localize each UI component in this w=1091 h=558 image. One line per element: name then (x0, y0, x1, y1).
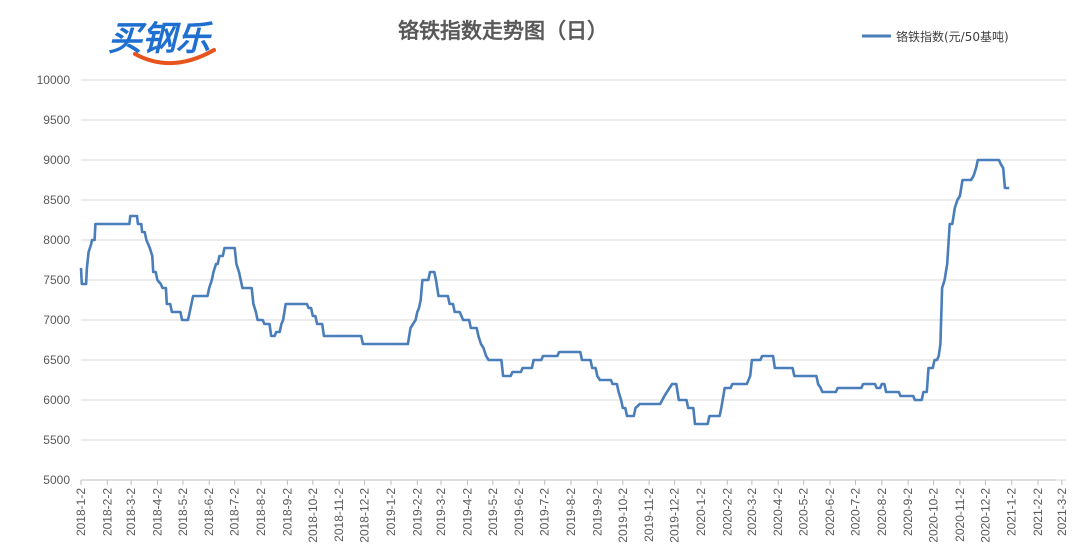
x-tick-label: 2019-4-2 (460, 488, 474, 536)
x-tick-label: 2019-10-2 (616, 488, 630, 543)
x-tick-label: 2020-3-2 (745, 488, 759, 536)
x-axis-ticks: 2018-1-2 2018-2-2 2018-3-2 2018-4-2 2018-5-2… (74, 480, 1069, 543)
y-tick-label: 9500 (43, 113, 70, 127)
x-tick-label: 2018-7-2 (228, 488, 242, 536)
y-tick-label: 8000 (43, 233, 70, 247)
y-tick-label: 8500 (43, 193, 70, 207)
x-tick-label: 2018-2-2 (100, 488, 114, 536)
x-tick-label: 2019-2-2 (410, 488, 424, 536)
x-tick-label: 2019-5-2 (486, 488, 500, 536)
x-tick-label: 2020-2-2 (720, 488, 734, 536)
x-tick-label: 2020-11-2 (953, 488, 967, 542)
x-tick-label: 2019-7-2 (538, 488, 552, 536)
chart-title: 铬铁指数走势图（日） (398, 19, 608, 43)
x-tick-label: 2018-10-2 (306, 488, 320, 543)
x-tick-label: 2019-11-2 (642, 488, 656, 542)
y-tick-label: 5000 (43, 473, 70, 487)
x-tick-label: 2018-6-2 (202, 488, 216, 536)
series-layer (79, 158, 1010, 426)
y-tick-label: 6000 (43, 393, 70, 407)
x-tick-label: 2018-9-2 (280, 488, 294, 536)
x-tick-label: 2018-3-2 (124, 488, 138, 536)
x-tick-label: 2019-1-2 (384, 488, 398, 536)
x-tick-label: 2020-8-2 (875, 488, 889, 536)
x-tick-label: 2019-6-2 (512, 488, 526, 536)
x-tick-label: 2020-5-2 (797, 488, 811, 536)
y-tick-label: 7000 (43, 313, 70, 327)
y-tick-label: 10000 (37, 73, 71, 87)
series-line (79, 158, 1010, 426)
y-tick-label: 7500 (43, 273, 70, 287)
logo-text: 买钢乐 (108, 19, 213, 59)
x-tick-label: 2018-5-2 (176, 488, 190, 536)
x-tick-label: 2020-1-2 (694, 488, 708, 536)
x-tick-label: 2018-4-2 (150, 488, 164, 536)
logo-swoosh (133, 48, 216, 65)
x-tick-label: 2020-9-2 (901, 488, 915, 536)
legend: 铬铁指数(元/50基吨) (862, 29, 1009, 44)
y-tick-label: 6500 (43, 353, 70, 367)
legend-label: 铬铁指数(元/50基吨) (896, 29, 1009, 44)
x-tick-label: 2019-9-2 (590, 488, 604, 536)
x-tick-label: 2018-1-2 (74, 488, 88, 536)
logo: 买钢乐 (108, 19, 216, 65)
x-tick-label: 2019-12-2 (668, 488, 682, 543)
x-tick-label: 2021-2-2 (1031, 488, 1045, 536)
x-tick-label: 2021-1-2 (1005, 488, 1019, 536)
x-tick-label: 2019-3-2 (434, 488, 448, 536)
y-axis-ticks: 5000 5500 6000 6500 7000 7500 8000 8500 9000 9500… (37, 73, 71, 487)
x-tick-label: 2020-12-2 (978, 488, 992, 543)
y-tick-label: 5500 (43, 433, 70, 447)
x-tick-label: 2019-8-2 (564, 488, 578, 536)
x-tick-label: 2018-12-2 (358, 488, 372, 543)
x-tick-label: 2018-11-2 (332, 488, 346, 542)
x-tick-label: 2021-3-2 (1055, 488, 1069, 536)
y-tick-label: 9000 (43, 153, 70, 167)
x-tick-label: 2020-7-2 (848, 488, 862, 536)
x-tick-label: 2020-10-2 (927, 488, 941, 543)
x-tick-label: 2020-6-2 (823, 488, 837, 536)
x-tick-label: 2020-4-2 (771, 488, 785, 536)
x-tick-label: 2018-8-2 (254, 488, 268, 536)
grid (81, 79, 1066, 481)
